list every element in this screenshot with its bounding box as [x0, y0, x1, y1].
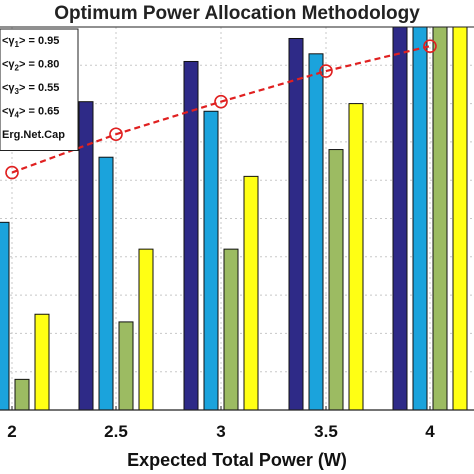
x-tick-label: 2 [7, 422, 16, 441]
legend-entry: <γ2> = 0.80 [2, 59, 59, 73]
bar-series-4 [34, 27, 468, 410]
bar [243, 175, 259, 410]
legend-entry-suffix: > = 0.65 [19, 106, 59, 118]
legend-entry-prefix: <γ [2, 35, 15, 47]
x-tick-labels: 2 2.5 3 3.5 4 [7, 422, 435, 441]
legend-entry-prefix: <γ [2, 59, 15, 71]
bar [34, 313, 50, 410]
legend-box [0, 28, 79, 151]
bar [203, 110, 219, 410]
line-point [214, 94, 228, 109]
bar [118, 321, 134, 410]
bar [183, 60, 199, 410]
plot-area [0, 26, 474, 411]
line-point [423, 39, 437, 53]
legend-entry: <γ4> = 0.65 [2, 106, 59, 120]
bar [223, 248, 239, 410]
x-tick-label: 3 [216, 422, 225, 441]
legend-entry-prefix: <γ [2, 106, 15, 118]
x-tick-label: 3.5 [314, 422, 338, 441]
bar [288, 37, 304, 410]
legend-entry-subscript: 2 [15, 64, 20, 73]
bar [432, 27, 448, 410]
line-point [319, 64, 333, 78]
bar [348, 103, 364, 410]
legend-entry-subscript: 3 [15, 87, 20, 96]
legend-entry-suffix: > = 0.80 [19, 59, 59, 71]
x-tick-label: 2.5 [104, 422, 128, 441]
bar-series-2 [0, 27, 428, 410]
bar [78, 101, 94, 410]
bar [308, 53, 324, 410]
bar [392, 27, 408, 410]
x-tick-label: 4 [425, 422, 435, 441]
bar-series-1 [78, 27, 408, 410]
bar [0, 221, 10, 410]
legend: <γ1> = 0.95<γ2> = 0.80<γ3> = 0.55<γ4> = … [0, 28, 79, 151]
bar [138, 248, 154, 410]
line-point [5, 165, 19, 180]
legend-entry: Erg.Net.Cap [2, 129, 65, 141]
legend-entry-subscript: 4 [15, 111, 20, 120]
bar [412, 27, 428, 410]
bar [14, 378, 30, 410]
bar [452, 27, 468, 410]
bar-series-3 [14, 27, 448, 410]
x-axis-label: Expected Total Power (W) [127, 450, 347, 470]
legend-entry-prefix: Erg.Net.Cap [2, 129, 65, 141]
chart-title: Optimum Power Allocation Methodology [54, 3, 420, 24]
bar [98, 156, 114, 410]
legend-entry-suffix: > = 0.55 [19, 82, 59, 94]
legend-entry-suffix: > = 0.95 [19, 35, 59, 47]
line-point [109, 127, 123, 142]
plot-inner [0, 27, 474, 410]
legend-entry: <γ3> = 0.55 [2, 82, 59, 96]
legend-entry-subscript: 1 [15, 40, 20, 49]
line-series-erg-net-cap [11, 45, 431, 174]
bar [328, 149, 344, 410]
legend-entry-prefix: <γ [2, 82, 15, 94]
legend-entry: <γ1> = 0.95 [2, 35, 59, 49]
